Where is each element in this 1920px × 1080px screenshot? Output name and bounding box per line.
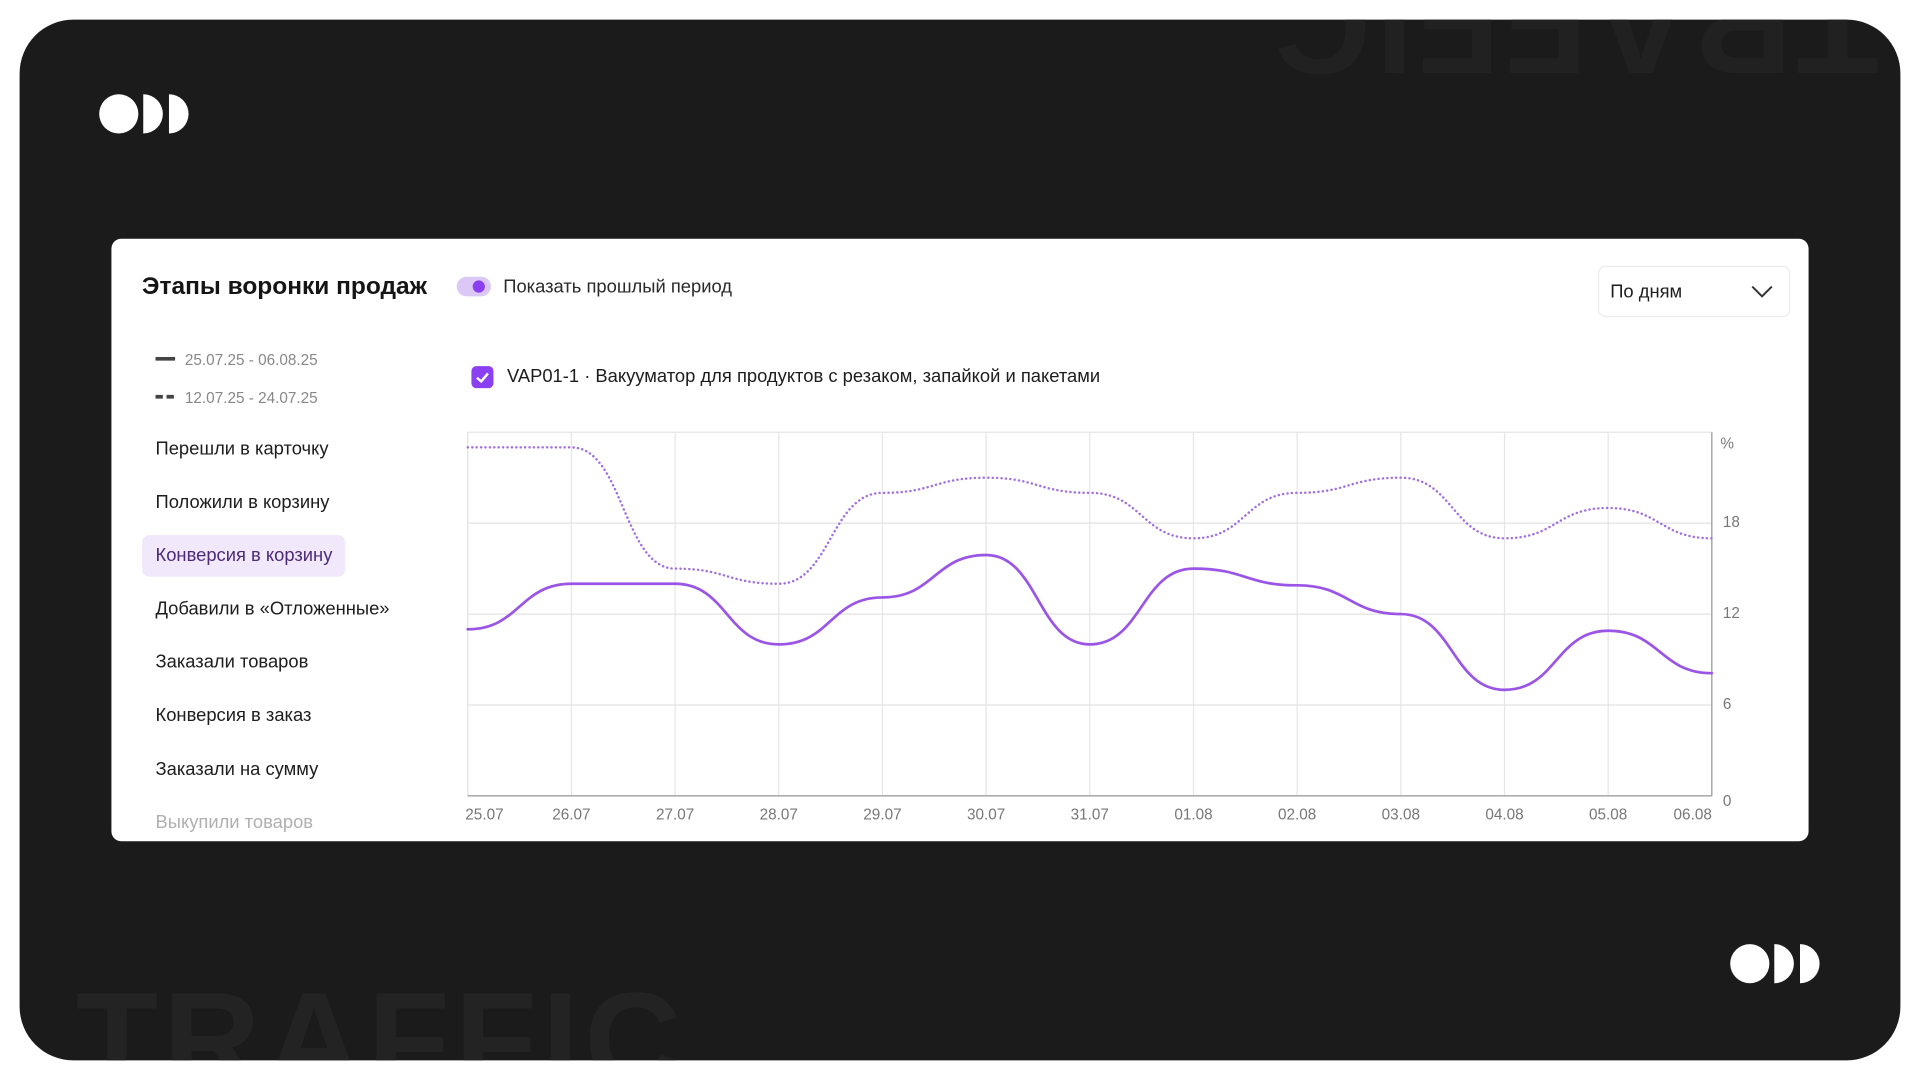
- product-checkbox[interactable]: [471, 366, 494, 389]
- watermark-bottom: TRAFFIC: [75, 964, 687, 1061]
- period-dropdown[interactable]: По дням: [1597, 265, 1791, 318]
- card-title: Этапы воронки продаж: [142, 273, 428, 301]
- x-tick-label: 27.07: [656, 807, 694, 824]
- check-icon: [476, 372, 489, 384]
- x-tick-label: 31.07: [1071, 807, 1109, 824]
- legend-entry: 25.07.25 - 06.08.25: [184, 351, 318, 369]
- y-tick-label: 6: [1723, 696, 1732, 713]
- x-tick-label: 28.07: [760, 807, 798, 824]
- menu-item[interactable]: Перешли в карточку: [155, 438, 329, 460]
- x-tick-label: 04.08: [1485, 807, 1523, 824]
- x-tick-label: 25.07: [465, 807, 503, 824]
- series-line: [466, 553, 1714, 692]
- toggle[interactable]: [456, 276, 492, 297]
- menu-item[interactable]: Конверсия в заказ: [155, 705, 312, 727]
- dropdown-value: По дням: [1610, 281, 1683, 303]
- legend-swatches: [155, 356, 176, 399]
- x-tick-label: 29.07: [863, 807, 901, 824]
- x-tick-label: 02.08: [1278, 807, 1316, 824]
- logo: [1730, 944, 1820, 984]
- chevron: [1751, 285, 1773, 298]
- menu-item[interactable]: Положили в корзину: [155, 491, 330, 513]
- x-tick-label: 06.08: [1674, 807, 1712, 824]
- x-tick-label: 05.08: [1589, 807, 1627, 824]
- menu-item[interactable]: Добавили в «Отложенные»: [155, 598, 390, 620]
- logo: [99, 94, 189, 134]
- x-tick-label: 03.08: [1382, 807, 1420, 824]
- x-tick-label: 01.08: [1174, 807, 1212, 824]
- toggle-knob: [472, 280, 485, 293]
- chart: 25.07 26.07 27.07 28.07 29.07 30.07 31.07 01.08…: [465, 431, 1740, 824]
- menu-item[interactable]: Заказали товаров: [155, 651, 309, 673]
- y-tick-label: 0: [1723, 793, 1732, 810]
- y-axis-unit: %: [1720, 436, 1734, 453]
- x-tick-label: 30.07: [967, 807, 1005, 824]
- y-tick-label: 12: [1723, 605, 1740, 622]
- menu-item[interactable]: Выкупили товаров: [155, 812, 314, 833]
- product-label: VAP01-1 · Вакууматор для продуктов с рез…: [506, 366, 1101, 387]
- menu-item[interactable]: Конверсия в корзину: [142, 535, 346, 577]
- funnel-card: Этапы воронки продаж Показать прошлый пе…: [111, 238, 1809, 842]
- x-tick-label: 26.07: [552, 807, 590, 824]
- legend-entry: 12.07.25 - 24.07.25: [184, 389, 318, 407]
- y-tick-label: 18: [1723, 514, 1740, 531]
- watermark-top: TRAFFIC: [1268, 19, 1879, 102]
- series-line: [466, 446, 1714, 586]
- toggle-label: Показать прошлый период: [503, 276, 733, 298]
- menu-item[interactable]: Заказали на сумму: [155, 758, 319, 780]
